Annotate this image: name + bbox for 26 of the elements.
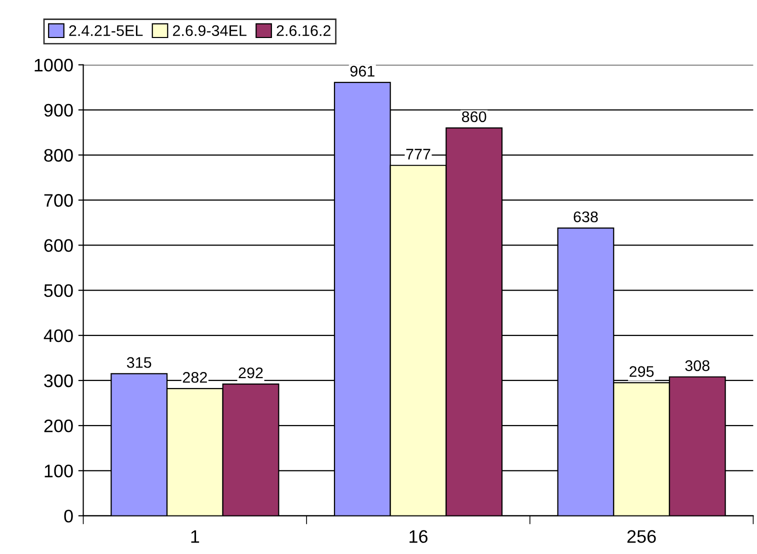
y-tick-label: 100 <box>44 464 73 478</box>
legend-label: 2.4.21-5EL <box>69 25 143 36</box>
y-tick-label: 800 <box>44 148 73 162</box>
y-tick-label: 400 <box>44 329 73 342</box>
legend-label: 2.6.9-34EL <box>172 25 246 36</box>
x-tick-label: 256 <box>627 530 656 543</box>
y-tick-label: 0 <box>64 510 73 522</box>
data-label: 295 <box>630 366 654 377</box>
data-label: 860 <box>462 111 486 122</box>
y-tick-label: 700 <box>44 194 73 207</box>
x-tick-label: 16 <box>410 530 428 543</box>
x-tick-label: 1 <box>191 530 200 543</box>
data-label: 961 <box>350 66 374 77</box>
data-label: 777 <box>406 148 430 160</box>
y-tick-label: 300 <box>44 374 73 388</box>
y-tick-label: 600 <box>44 239 73 252</box>
data-label: 638 <box>574 211 598 222</box>
data-label: 292 <box>238 367 263 378</box>
legend-label: 2.6.16.2 <box>276 25 330 36</box>
data-label: 315 <box>126 357 152 368</box>
data-label: 308 <box>685 360 710 372</box>
y-tick-label: 1000 <box>34 58 73 72</box>
y-tick-label: 500 <box>44 284 73 298</box>
y-tick-label: 200 <box>44 420 73 432</box>
data-label: 282 <box>182 372 207 383</box>
y-tick-label: 900 <box>44 104 73 117</box>
